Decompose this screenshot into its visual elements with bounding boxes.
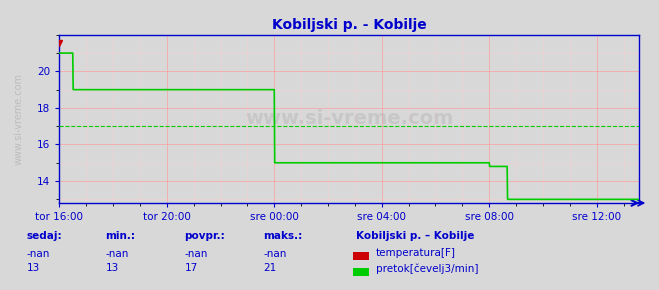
Text: -nan: -nan: [105, 249, 129, 259]
Text: povpr.:: povpr.:: [185, 231, 225, 241]
Text: temperatura[F]: temperatura[F]: [376, 248, 455, 258]
Text: min.:: min.:: [105, 231, 136, 241]
Text: Kobiljski p. – Kobilje: Kobiljski p. – Kobilje: [356, 231, 474, 241]
Text: www.si-vreme.com: www.si-vreme.com: [245, 109, 453, 128]
Text: 21: 21: [264, 263, 277, 273]
Text: -nan: -nan: [264, 249, 287, 259]
Text: -nan: -nan: [185, 249, 208, 259]
Text: 17: 17: [185, 263, 198, 273]
Text: pretok[čevelj3/min]: pretok[čevelj3/min]: [376, 263, 478, 274]
Text: maks.:: maks.:: [264, 231, 303, 241]
Title: Kobiljski p. - Kobilje: Kobiljski p. - Kobilje: [272, 18, 426, 32]
Text: 13: 13: [105, 263, 119, 273]
Text: 13: 13: [26, 263, 40, 273]
Text: -nan: -nan: [26, 249, 49, 259]
Text: sedaj:: sedaj:: [26, 231, 62, 241]
Text: www.si-vreme.com: www.si-vreme.com: [14, 73, 24, 165]
